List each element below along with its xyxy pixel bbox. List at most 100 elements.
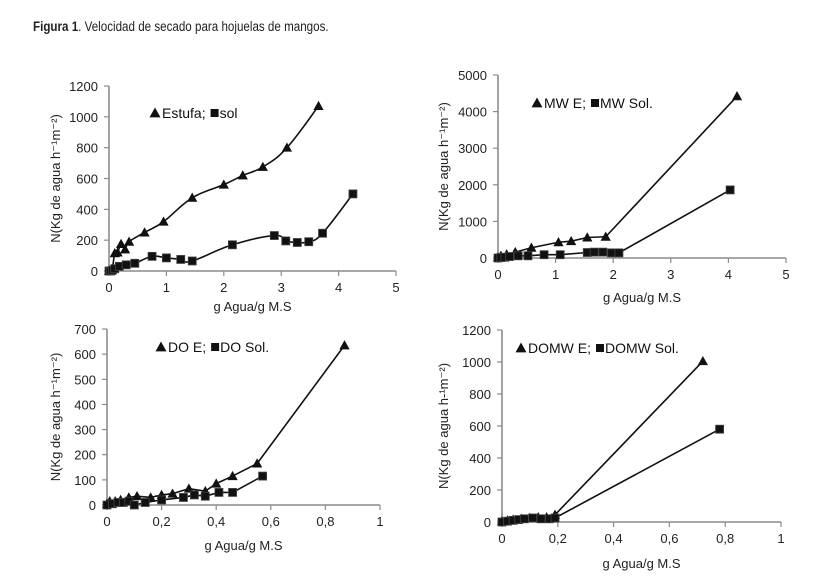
x-tick-label: 5 (392, 280, 399, 295)
legend-square-marker (591, 99, 599, 107)
x-axis-title: g Agua/g M.S (603, 290, 681, 305)
x-tick-label: 0,8 (316, 514, 334, 529)
y-tick-label: 300 (74, 423, 96, 438)
data-point-triangle (227, 470, 238, 481)
y-tick-label: 1000 (462, 355, 491, 370)
x-tick-label: 0,2 (549, 531, 567, 546)
y-axis-title: N(Kg de agua h⁻¹m⁻²) (48, 353, 63, 482)
data-point-triangle (218, 179, 229, 189)
data-point-square (292, 238, 302, 247)
x-axis-title: g Agua/g M.S (602, 556, 680, 571)
data-point-triangle (112, 247, 123, 257)
y-tick-label: 1200 (69, 79, 98, 94)
data-point-triangle (131, 490, 143, 501)
data-point-square (348, 189, 358, 199)
data-point-square (513, 251, 523, 261)
series-sol (104, 189, 358, 276)
y-tick-label: 200 (76, 233, 98, 248)
legend-square-marker (210, 109, 219, 117)
y-tick-label: 0 (484, 515, 491, 530)
data-point-square (539, 250, 549, 260)
y-tick-label: 600 (74, 347, 96, 362)
data-point-triangle (183, 483, 195, 493)
legend-label-square-series: DO Sol. (220, 339, 269, 355)
legend: DOMW E; DOMW Sol. (515, 340, 679, 356)
legend-square-marker (596, 344, 604, 352)
x-tick-label: 5 (782, 267, 789, 282)
series-mw-sol (493, 185, 735, 263)
data-point-square (505, 252, 514, 261)
data-point-square (200, 491, 210, 501)
data-point-square (121, 260, 131, 270)
legend-label-triangle-series: MW E; (544, 95, 586, 111)
y-tick-label: 3000 (458, 141, 487, 156)
legend: Estufa; sol (149, 105, 238, 121)
figure-caption-text: . Velocidad de secado para hojuelas de m… (78, 19, 329, 34)
data-point-triangle (139, 227, 150, 237)
x-tick-label: 1 (777, 531, 784, 546)
x-tick-label: 4 (335, 280, 342, 295)
y-tick-label: 400 (74, 397, 96, 412)
x-tick-label: 0,4 (207, 514, 225, 529)
legend-triangle-marker (155, 341, 167, 352)
y-tick-label: 4000 (458, 105, 487, 120)
x-tick-label: 3 (667, 267, 674, 282)
x-tick-label: 0 (105, 280, 112, 295)
data-point-square (161, 253, 171, 263)
data-point-square (228, 488, 237, 497)
data-point-triangle (167, 488, 178, 498)
data-point-square (589, 247, 599, 257)
data-point-square (176, 255, 186, 264)
y-tick-label: 400 (76, 202, 98, 217)
legend-square-marker (211, 343, 220, 351)
data-point-square (528, 513, 538, 523)
series-line (501, 360, 704, 522)
y-tick-label: 200 (469, 483, 491, 498)
data-point-square (269, 231, 279, 240)
legend-triangle-marker (531, 97, 543, 108)
data-point-square (157, 495, 167, 505)
data-point-square (304, 237, 314, 247)
series-line (108, 105, 320, 272)
data-point-square (536, 514, 546, 524)
x-tick-label: 0,8 (716, 531, 734, 546)
y-tick-label: 2000 (458, 178, 487, 193)
data-point-triangle (119, 244, 131, 254)
data-point-triangle (313, 100, 324, 111)
data-point-triangle (600, 231, 611, 241)
legend-label-triangle-series: DO E; (168, 339, 206, 355)
x-axis-title: g Agua/g M.S (204, 538, 282, 553)
data-point-square (555, 250, 565, 260)
x-tick-label: 3 (278, 280, 285, 295)
x-tick-label: 1 (376, 514, 383, 529)
data-point-square (715, 424, 725, 434)
data-point-triangle (731, 91, 743, 101)
y-tick-label: 100 (74, 473, 96, 488)
data-point-triangle (237, 170, 248, 180)
data-point-triangle (339, 340, 350, 350)
x-tick-label: 1 (552, 267, 559, 282)
y-tick-label: 800 (76, 141, 98, 156)
data-point-square (228, 240, 237, 250)
y-tick-label: 0 (91, 264, 98, 279)
y-axis-title: N(Kg de agua h⁻¹m⁻²) (48, 114, 63, 243)
legend-triangle-marker (149, 107, 161, 118)
x-axis-title: g Agua/g M.S (213, 299, 291, 314)
y-tick-label: 600 (76, 172, 98, 187)
data-point-square (725, 185, 735, 195)
figure-caption: Figura 1. Velocidad de secado para hojue… (33, 19, 329, 34)
y-tick-label: 800 (469, 387, 491, 402)
series-domw-e (496, 355, 708, 526)
y-tick-label: 600 (469, 419, 491, 434)
data-point-square (281, 236, 291, 246)
y-tick-label: 200 (74, 448, 96, 463)
legend-triangle-marker (515, 342, 527, 353)
y-tick-label: 400 (469, 451, 491, 466)
data-point-square (147, 251, 157, 261)
data-point-triangle (281, 142, 293, 152)
data-point-triangle (553, 237, 564, 247)
data-point-square (550, 513, 560, 523)
data-point-square (318, 228, 327, 238)
x-tick-label: 0,6 (262, 514, 280, 529)
